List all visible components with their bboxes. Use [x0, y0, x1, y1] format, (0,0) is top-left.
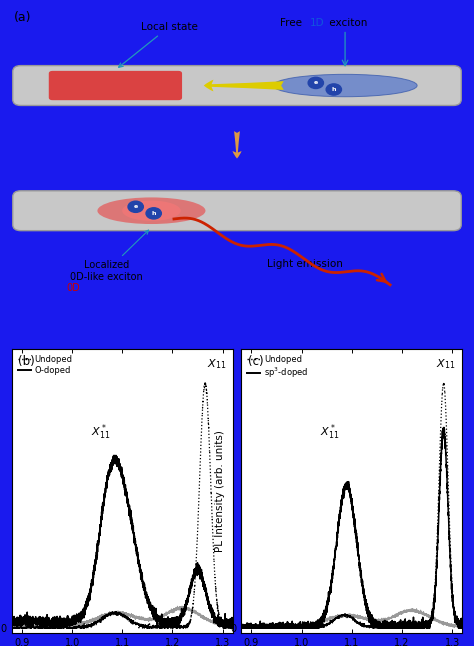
Text: 1D: 1D — [310, 17, 325, 28]
FancyBboxPatch shape — [13, 66, 461, 105]
Legend: Undoped, sp$^3$-doped: Undoped, sp$^3$-doped — [246, 353, 310, 382]
Text: $X_{11}^*$: $X_{11}^*$ — [91, 422, 110, 443]
Text: h: h — [332, 87, 336, 92]
Text: e: e — [134, 204, 138, 209]
Text: (b): (b) — [18, 355, 35, 368]
Ellipse shape — [122, 201, 181, 221]
Circle shape — [308, 78, 323, 89]
Ellipse shape — [273, 74, 417, 97]
Text: exciton: exciton — [326, 17, 367, 28]
Circle shape — [128, 201, 143, 213]
Text: Light emission: Light emission — [266, 259, 343, 269]
FancyBboxPatch shape — [49, 71, 182, 100]
Text: e: e — [314, 80, 318, 85]
Text: $X_{11}$: $X_{11}$ — [207, 357, 226, 371]
Circle shape — [146, 208, 161, 219]
FancyBboxPatch shape — [13, 191, 461, 231]
Text: (a): (a) — [14, 12, 32, 25]
Text: $X_{11}$: $X_{11}$ — [436, 357, 456, 371]
Text: Localized
0D-like exciton: Localized 0D-like exciton — [70, 230, 148, 282]
Text: 0D: 0D — [67, 284, 81, 293]
Ellipse shape — [98, 198, 206, 224]
Text: Local state: Local state — [118, 21, 198, 67]
Text: h: h — [152, 211, 156, 216]
Text: Free: Free — [280, 17, 305, 28]
Text: (c): (c) — [248, 355, 264, 368]
Y-axis label: PL Intensity (arb. units): PL Intensity (arb. units) — [215, 430, 225, 552]
Circle shape — [326, 84, 341, 95]
Legend: Undoped, O-doped: Undoped, O-doped — [16, 353, 74, 377]
Text: $X_{11}^*$: $X_{11}^*$ — [320, 422, 339, 443]
